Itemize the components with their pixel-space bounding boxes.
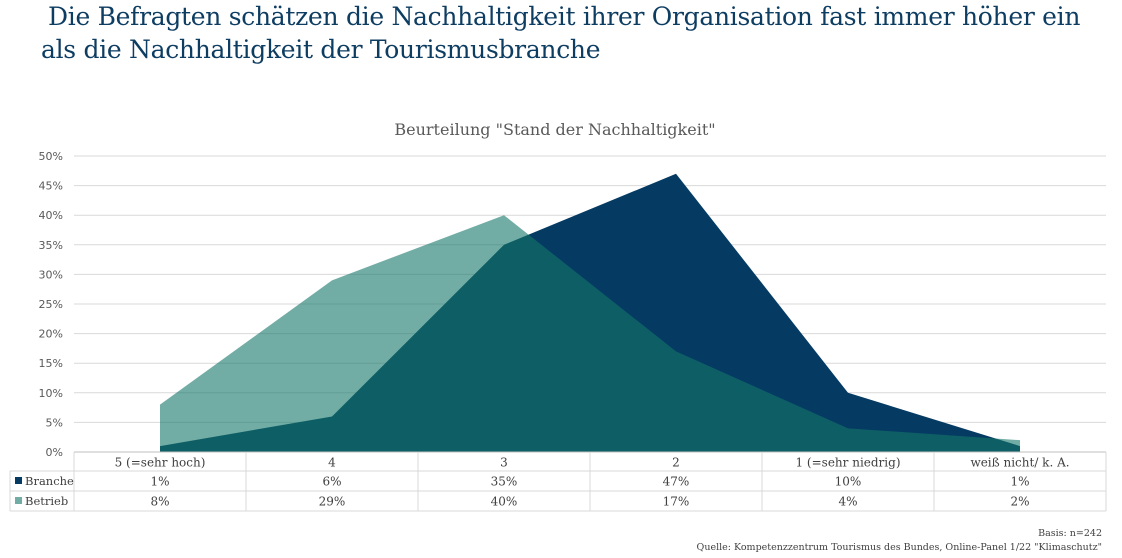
category-label: 5 (=sehr hoch) xyxy=(115,456,206,470)
y-tick-label: 50% xyxy=(39,150,63,163)
legend-swatch-branche xyxy=(15,477,22,484)
area-series xyxy=(160,173,1020,452)
data-label-betrieb: 17% xyxy=(663,495,690,509)
legend-label-betrieb: Betrieb xyxy=(25,494,68,508)
legend-label-branche: Branche xyxy=(25,474,74,488)
data-label-betrieb: 8% xyxy=(150,495,169,509)
source-note: Quelle: Kompetenzzentrum Tourismus des B… xyxy=(696,542,1102,553)
chart-title: Beurteilung "Stand der Nachhaltigkeit" xyxy=(394,120,716,139)
y-tick-label: 20% xyxy=(39,328,63,341)
y-tick-label: 0% xyxy=(46,446,63,459)
area-betrieb xyxy=(160,215,1020,452)
category-label: weiß nicht/ k. A. xyxy=(970,456,1069,470)
y-tick-label: 25% xyxy=(39,298,63,311)
data-label-betrieb: 29% xyxy=(319,495,346,509)
data-label-branche: 1% xyxy=(150,475,169,489)
category-label: 2 xyxy=(672,456,680,470)
data-label-branche: 6% xyxy=(322,475,341,489)
y-tick-label: 30% xyxy=(39,268,63,281)
data-label-betrieb: 4% xyxy=(838,495,857,509)
data-label-branche: 10% xyxy=(835,475,862,489)
data-label-branche: 47% xyxy=(663,475,690,489)
category-label: 4 xyxy=(328,456,336,470)
data-table: 5 (=sehr hoch) 4 3 2 1 (=sehr niedrig) weiß n… xyxy=(9,451,1107,512)
data-label-betrieb: 40% xyxy=(491,495,518,509)
y-tick-label: 40% xyxy=(39,209,63,222)
legend-swatch-betrieb xyxy=(15,497,22,504)
y-tick-label: 10% xyxy=(39,387,63,400)
category-label: 1 (=sehr niedrig) xyxy=(795,456,900,470)
headline: Die Befragten schätzen die Nachhaltigkei… xyxy=(41,0,1111,66)
y-tick-label: 35% xyxy=(39,239,63,252)
data-label-branche: 35% xyxy=(491,475,518,489)
category-label: 3 xyxy=(500,456,508,470)
headline-line-2: als die Nachhaltigkeit der Tourismusbran… xyxy=(41,35,601,64)
data-label-branche: 1% xyxy=(1010,475,1029,489)
basis-note: Basis: n=242 xyxy=(1038,528,1102,539)
y-axis-ticks: 0% 5% 10% 15% 20% 25% 30% 35% 40% 45% 50% xyxy=(39,150,63,459)
y-tick-label: 45% xyxy=(39,180,63,193)
y-tick-label: 5% xyxy=(46,416,63,429)
y-tick-label: 15% xyxy=(39,357,63,370)
headline-line-1: Die Befragten schätzen die Nachhaltigkei… xyxy=(48,2,1081,31)
data-label-betrieb: 2% xyxy=(1010,495,1029,509)
